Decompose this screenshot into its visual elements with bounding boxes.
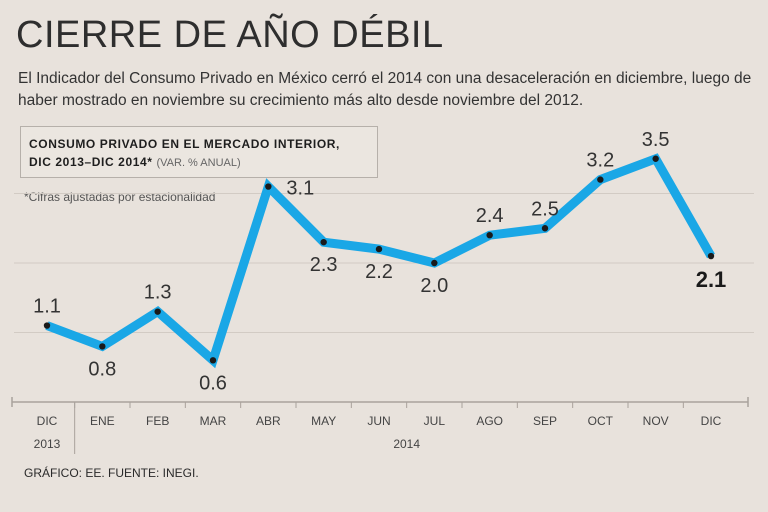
chart-subtitle: El Indicador del Consumo Privado en Méxi… <box>18 70 752 109</box>
series-line <box>45 153 715 369</box>
data-point-mar-3 <box>209 357 217 364</box>
legend-title-line1: CONSUMO PRIVADO EN EL MERCADO INTERIOR, <box>29 137 340 151</box>
data-point-abr-4 <box>265 183 272 190</box>
data-label-5: 2.3 <box>310 254 338 276</box>
data-label-0: 1.1 <box>33 296 61 318</box>
data-point-sep-9 <box>541 225 549 232</box>
legend-box: CONSUMO PRIVADO EN EL MERCADO INTERIOR, … <box>20 126 378 178</box>
data-label-10: 3.2 <box>586 150 614 172</box>
series-line-layer <box>45 153 715 369</box>
x-tick-label-5: MAY <box>311 414 336 428</box>
chart-title: CIERRE DE AÑO DÉBIL <box>16 14 444 56</box>
data-point-dic-0 <box>43 322 51 329</box>
data-point-jul-7 <box>431 259 438 267</box>
x-tick-label-6: JUN <box>367 414 390 428</box>
legend-unit-note: (VAR. % ANUAL) <box>156 157 241 169</box>
x-tick-label-9: SEP <box>533 414 557 428</box>
legend-title-line2: DIC 2013–DIC 2014* (VAR. % ANUAL) <box>29 153 369 172</box>
gridlines <box>14 193 754 333</box>
year-label-2013: 2013 <box>34 437 61 451</box>
x-axis <box>11 397 749 454</box>
x-tick-label-11: NOV <box>643 414 669 428</box>
data-label-8: 2.4 <box>476 205 504 227</box>
data-label-11: 3.5 <box>642 129 670 151</box>
data-point-oct-10 <box>597 176 604 183</box>
data-point-nov-11 <box>652 155 659 162</box>
data-label-12: 2.1 <box>696 267 727 292</box>
source-credit: GRÁFICO: EE. FUENTE: INEGI. <box>24 466 199 480</box>
x-tick-label-3: MAR <box>200 414 227 428</box>
data-point-feb-2 <box>154 308 161 315</box>
x-tick-label-2: FEB <box>146 414 169 428</box>
x-tick-label-1: ENE <box>90 414 115 428</box>
data-point-may-5 <box>320 238 327 246</box>
data-point-ago-8 <box>486 232 493 239</box>
x-tick-label-10: OCT <box>588 414 614 428</box>
year-label-2014: 2014 <box>393 437 420 451</box>
data-label-2: 1.3 <box>144 282 172 304</box>
data-labels: 1.1 0.8 1.3 0.6 3.1 2.3 2.2 2.0 2.4 2.5 3.2 3.5 2.1 <box>33 129 726 395</box>
data-point-dic-12 <box>707 252 715 260</box>
data-label-6: 2.2 <box>365 261 393 283</box>
x-tick-label-7: JUL <box>424 414 446 428</box>
data-label-7: 2.0 <box>420 275 448 297</box>
data-label-3: 0.6 <box>199 372 227 394</box>
data-point-ene-1 <box>99 343 106 350</box>
data-label-9: 2.5 <box>531 198 559 220</box>
x-tick-labels: DIC ENE FEB MAR ABR MAY JUN JUL AGO SEP OCT NOV DIC 2… <box>34 414 722 451</box>
x-tick-label-12: DIC <box>701 414 722 428</box>
data-point-jun-6 <box>375 245 383 253</box>
legend-title-range: DIC 2013–DIC 2014* <box>29 155 153 169</box>
data-label-1: 0.8 <box>88 358 116 380</box>
x-tick-label-8: AGO <box>476 414 503 428</box>
x-tick-label-0: DIC <box>37 414 58 428</box>
x-tick-label-4: ABR <box>256 414 281 428</box>
data-label-4: 3.1 <box>286 178 314 200</box>
data-points <box>43 155 715 364</box>
